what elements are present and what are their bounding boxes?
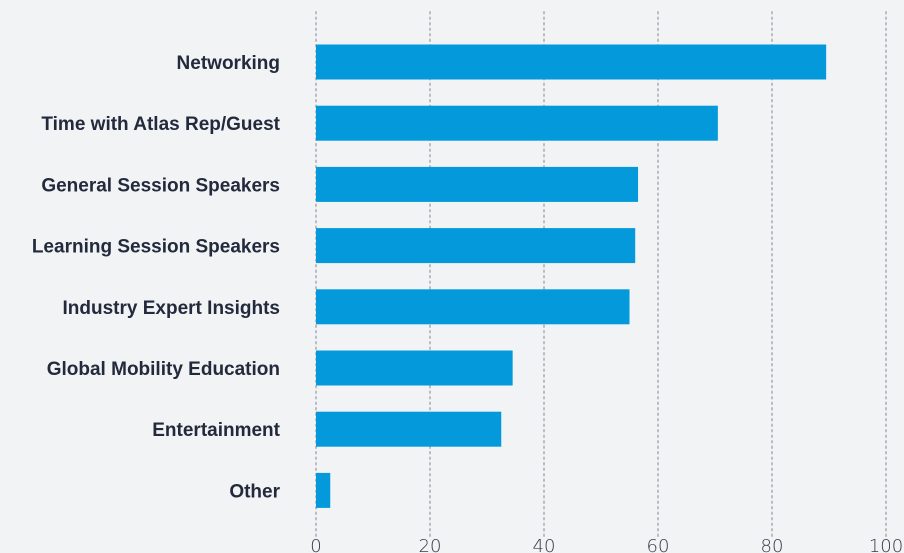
x-tick-label: 100 bbox=[869, 536, 903, 553]
x-tick-label: 80 bbox=[761, 536, 784, 553]
x-tick-label: 20 bbox=[419, 536, 442, 553]
bar bbox=[316, 289, 630, 325]
category-label: Learning Session Speakers bbox=[32, 237, 280, 258]
category-label: Industry Expert Insights bbox=[63, 298, 280, 319]
bar bbox=[316, 44, 827, 80]
bar bbox=[316, 350, 513, 386]
bar bbox=[316, 166, 639, 202]
category-labels: Networking Time with Atlas Rep/Guest Gener… bbox=[32, 53, 281, 502]
x-tick-label: 0 bbox=[310, 536, 321, 553]
category-label: General Session Speakers bbox=[41, 175, 280, 196]
x-tick-label: 40 bbox=[533, 536, 556, 553]
category-label: Entertainment bbox=[152, 420, 280, 441]
category-label: Time with Atlas Rep/Guest bbox=[41, 114, 280, 135]
category-label: Global Mobility Education bbox=[47, 359, 280, 380]
bar bbox=[316, 105, 718, 141]
gridlines bbox=[315, 11, 887, 539]
bar bbox=[316, 472, 331, 508]
x-axis-ticks: 0 20 40 60 80 100 bbox=[310, 536, 903, 553]
bar bbox=[316, 228, 636, 264]
x-tick-label: 60 bbox=[647, 536, 670, 553]
category-label: Networking bbox=[177, 53, 280, 74]
bars bbox=[316, 44, 827, 508]
category-label: Other bbox=[229, 481, 280, 502]
bar bbox=[316, 411, 502, 447]
